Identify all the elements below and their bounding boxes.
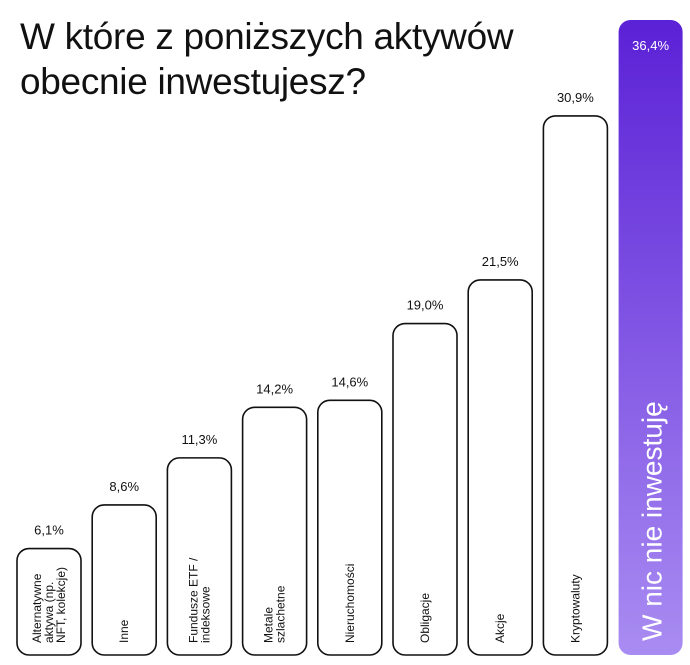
bar-0 bbox=[16, 547, 82, 656]
value-label-3: 14,2% bbox=[256, 381, 293, 396]
value-label-1: 8,6% bbox=[109, 479, 139, 494]
category-label-4: Nieruchomości bbox=[343, 564, 357, 643]
bar-6 bbox=[467, 279, 534, 656]
bar-3 bbox=[241, 406, 308, 656]
category-label-5: Obligacje bbox=[418, 593, 432, 643]
bar-2 bbox=[166, 457, 233, 656]
value-label-5: 19,0% bbox=[407, 298, 444, 313]
chart-title: W które z poniższych aktywów obecnie inw… bbox=[20, 16, 514, 102]
category-label-6: Akcje bbox=[493, 613, 507, 643]
bar-7 bbox=[542, 115, 609, 656]
value-label-4: 14,6% bbox=[331, 374, 368, 389]
value-label-0: 6,1% bbox=[34, 523, 64, 538]
category-label-1: Inne bbox=[117, 619, 131, 643]
bar-1 bbox=[91, 504, 157, 656]
value-label-2: 11,3% bbox=[181, 432, 217, 447]
category-label-0: Alternatywneaktywa (np.NFT, kolekcje) bbox=[30, 567, 68, 643]
category-label-8: W nic nie inwestuję bbox=[637, 401, 668, 641]
category-label-3: Metaleszlachetne bbox=[262, 585, 288, 643]
category-label-7: Kryptowaluty bbox=[568, 574, 582, 643]
category-label-2: Fundusze ETF /indeksowe bbox=[186, 557, 212, 643]
bar-5 bbox=[392, 322, 458, 656]
bar-4 bbox=[316, 399, 383, 656]
value-label-8: 36,4% bbox=[632, 38, 669, 53]
bar-8 bbox=[618, 20, 683, 655]
value-label-7: 30,9% bbox=[557, 90, 594, 105]
value-label-6: 21,5% bbox=[482, 254, 519, 269]
